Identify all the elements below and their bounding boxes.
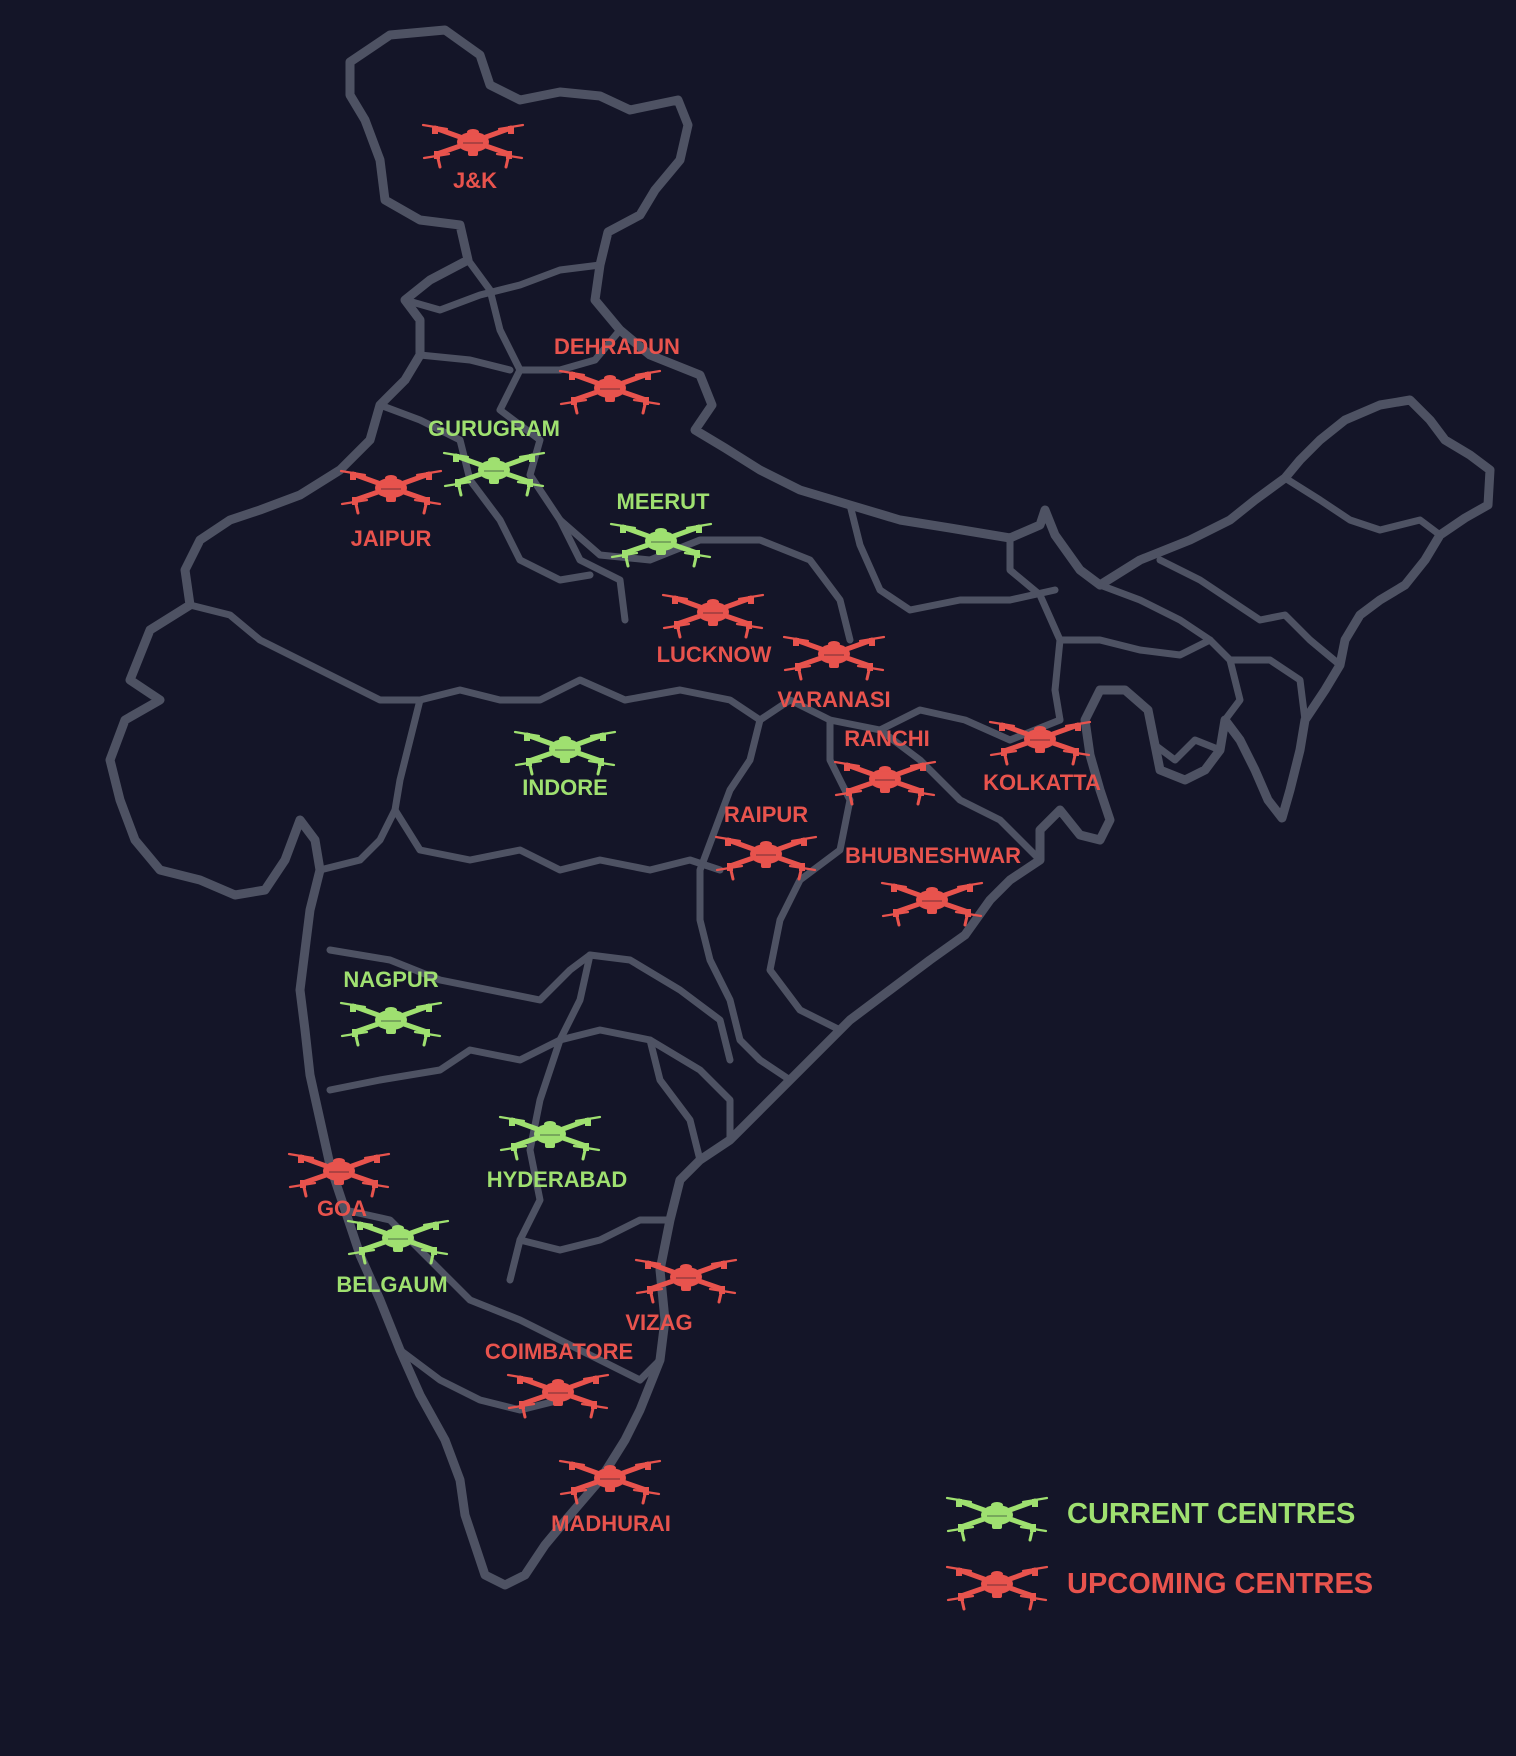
drone-icon	[636, 1260, 736, 1302]
india-outline	[105, 25, 1495, 1590]
drone-icon	[341, 1003, 441, 1045]
city-label-varanasi: VARANASI	[777, 687, 890, 712]
drone-icon	[947, 1567, 1047, 1609]
drone-icon	[882, 883, 982, 925]
state-borders	[186, 256, 1444, 1414]
drone-icon	[990, 722, 1090, 764]
drone-icon	[500, 1117, 600, 1159]
drone-icon	[716, 837, 816, 879]
city-label-indore: INDORE	[522, 775, 608, 800]
legend: CURRENT CENTRES UPCOMING CENTRES	[947, 1498, 1373, 1609]
drone-icon	[784, 637, 884, 679]
drone-icon	[508, 1375, 608, 1417]
city-label-kolkatta: KOLKATTA	[983, 770, 1101, 795]
drone-icon	[348, 1221, 448, 1263]
drone-icon	[835, 762, 935, 804]
drone-icon	[560, 371, 660, 413]
drone-icon	[663, 595, 763, 637]
city-label-jaipur: JAIPUR	[351, 526, 432, 551]
legend-upcoming-label: UPCOMING CENTRES	[1067, 1568, 1373, 1600]
city-label-dehradun: DEHRADUN	[554, 334, 680, 359]
drone-icon	[341, 471, 441, 513]
city-label-raipur: RAIPUR	[724, 802, 808, 827]
city-label-jk: J&K	[453, 168, 497, 193]
city-label-coimbatore: COIMBATORE	[485, 1339, 633, 1364]
city-label-nagpur: NAGPUR	[343, 967, 438, 992]
city-label-madhurai: MADHURAI	[551, 1511, 671, 1536]
city-label-goa: GOA	[317, 1196, 367, 1221]
drone-icon	[423, 125, 523, 167]
city-label-meerut: MEERUT	[617, 489, 710, 514]
legend-current-label: CURRENT CENTRES	[1067, 1498, 1355, 1530]
city-label-bhubneshwar: BHUBNESHWAR	[845, 843, 1021, 868]
city-label-gurugram: GURUGRAM	[428, 416, 560, 441]
city-label-hyderabad: HYDERABAD	[487, 1167, 628, 1192]
city-label-vizag: VIZAG	[625, 1310, 692, 1335]
drone-icon	[560, 1461, 660, 1503]
city-label-belgaum: BELGAUM	[336, 1272, 447, 1297]
city-label-lucknow: LUCKNOW	[657, 642, 772, 667]
drone-icon	[947, 1498, 1047, 1540]
city-label-ranchi: RANCHI	[844, 726, 930, 751]
drone-icon	[515, 732, 615, 774]
